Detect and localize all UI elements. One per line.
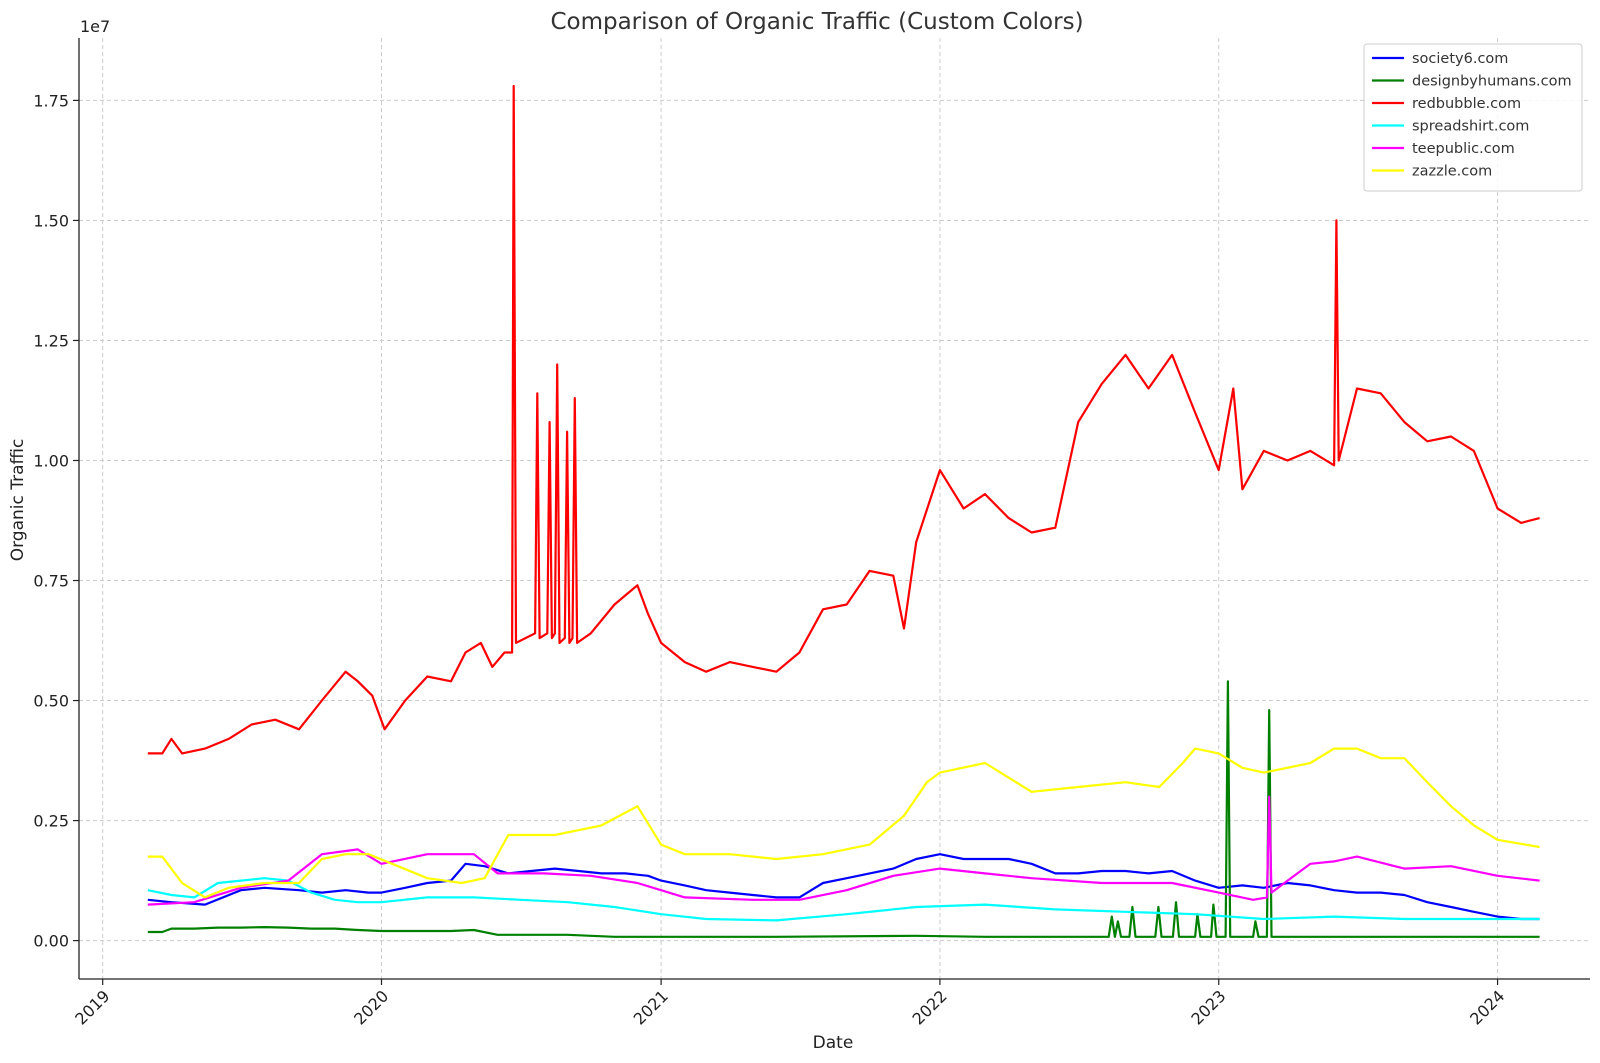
legend-box (1363, 43, 1583, 192)
y-offset-label: 1e7 (80, 17, 110, 36)
legend-label: spreadshirt.com (1412, 119, 1529, 135)
legend-label: teepublic.com (1412, 141, 1515, 157)
y-tick-label: 1.00 (33, 451, 69, 470)
legend-label: redbubble.com (1412, 96, 1521, 112)
legend-label: society6.com (1412, 51, 1508, 67)
x-tick-label: 2024 (1466, 986, 1508, 1028)
y-tick-label: 1.75 (33, 91, 69, 110)
x-ticks: 2019 2020 2021 2022 2023 2024 (71, 979, 1508, 1029)
y-axis-title: Organic Traffic (8, 439, 28, 562)
x-tick-label: 2023 (1187, 986, 1229, 1028)
grid (79, 38, 1590, 979)
chart-title: Comparison of Organic Traffic (Custom Co… (550, 9, 1083, 35)
legend: society6.com designbyhumans.com redbubble.… (1363, 43, 1583, 192)
series-line-designbyhumans-com (147, 680, 1540, 938)
series-line-redbubble-com (147, 84, 1540, 755)
x-axis-title: Date (813, 1033, 854, 1053)
y-tick-label: 0.50 (33, 692, 69, 711)
series-line-teepublic-com (147, 795, 1540, 906)
x-tick-label: 2019 (71, 986, 113, 1028)
series-group (147, 84, 1540, 938)
x-tick-label: 2021 (630, 986, 672, 1028)
series-line-spreadshirt-com (147, 877, 1540, 922)
y-tick-label: 0.00 (33, 932, 69, 951)
y-ticks: 0.00 0.25 0.50 0.75 1.00 1.25 1.50 1.75 (33, 91, 79, 951)
y-tick-label: 0.75 (33, 572, 69, 591)
series-line-zazzle-com (147, 747, 1540, 899)
legend-label: designbyhumans.com (1412, 74, 1572, 90)
y-tick-label: 1.25 (33, 331, 69, 350)
legend-label: zazzle.com (1412, 164, 1492, 180)
y-tick-label: 0.25 (33, 812, 69, 831)
x-tick-label: 2022 (909, 986, 951, 1028)
x-tick-label: 2020 (350, 986, 392, 1028)
series-line-society6-com (147, 853, 1540, 921)
axes (78, 38, 1590, 980)
y-tick-label: 1.50 (33, 211, 69, 230)
